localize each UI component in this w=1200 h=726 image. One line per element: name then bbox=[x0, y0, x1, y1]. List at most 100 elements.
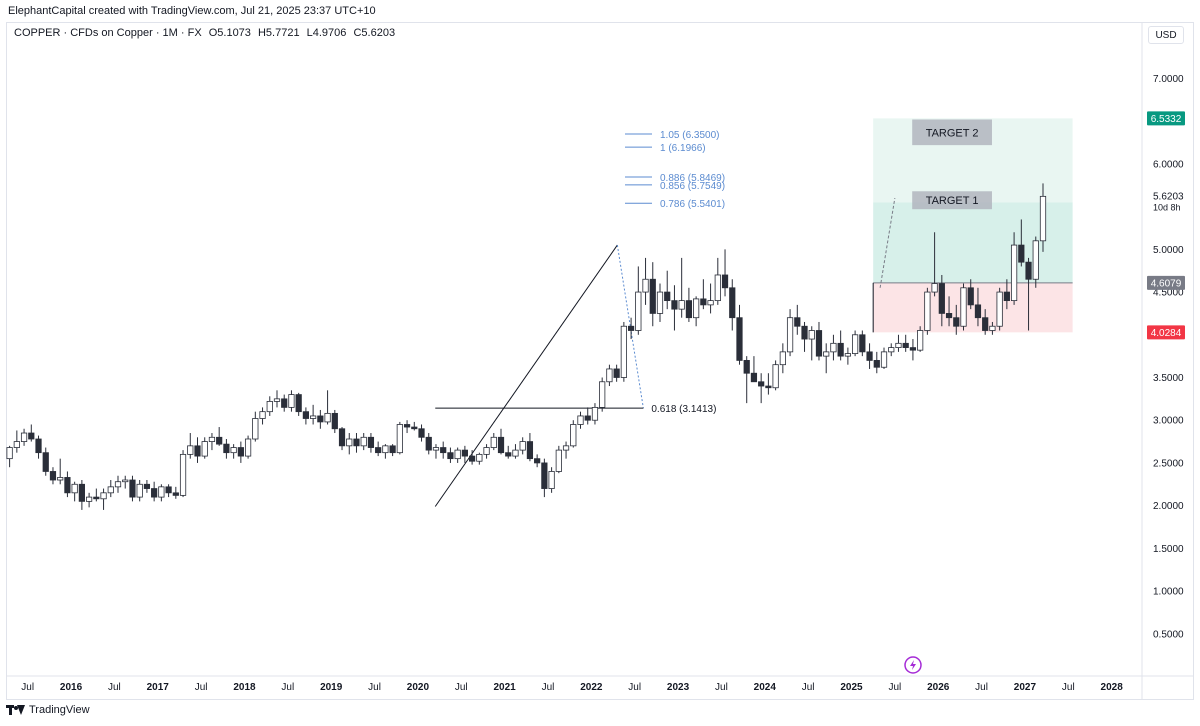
candle-body[interactable] bbox=[859, 334, 866, 353]
candle-body[interactable] bbox=[931, 283, 938, 293]
candle-body[interactable] bbox=[447, 452, 454, 460]
candle-body[interactable] bbox=[620, 325, 627, 378]
candle-body[interactable] bbox=[158, 486, 165, 498]
candle-body[interactable] bbox=[974, 304, 982, 319]
candle-body[interactable] bbox=[360, 436, 367, 447]
candle-body[interactable] bbox=[85, 496, 93, 502]
candle-body[interactable] bbox=[259, 411, 266, 419]
candle-body[interactable] bbox=[808, 330, 815, 340]
candle-body[interactable] bbox=[49, 471, 57, 481]
candle-body[interactable] bbox=[512, 449, 519, 457]
candle-body[interactable] bbox=[642, 278, 649, 293]
candle-body[interactable] bbox=[736, 317, 743, 361]
candle-body[interactable] bbox=[678, 300, 685, 310]
projection-leg[interactable] bbox=[879, 198, 896, 288]
candle-body[interactable] bbox=[302, 411, 310, 419]
candle-body[interactable] bbox=[468, 455, 476, 462]
candle-body[interactable] bbox=[114, 481, 122, 488]
candle-body[interactable] bbox=[324, 412, 331, 423]
candle-body[interactable] bbox=[194, 445, 201, 457]
candle-body[interactable] bbox=[281, 398, 288, 408]
candle-body[interactable] bbox=[252, 418, 259, 440]
candle-body[interactable] bbox=[375, 447, 382, 454]
candle-body[interactable] bbox=[317, 415, 324, 423]
candle-body[interactable] bbox=[6, 447, 13, 460]
retrace-leg[interactable] bbox=[616, 244, 644, 409]
candle-body[interactable] bbox=[743, 360, 750, 374]
candle-body[interactable] bbox=[216, 436, 223, 445]
candle-body[interactable] bbox=[519, 441, 526, 451]
candle-body[interactable] bbox=[136, 483, 143, 498]
candle-body[interactable] bbox=[989, 325, 996, 331]
candle-body[interactable] bbox=[693, 298, 700, 319]
candle-body[interactable] bbox=[57, 477, 64, 481]
candle-body[interactable] bbox=[526, 441, 534, 460]
candle-body[interactable] bbox=[721, 274, 729, 289]
candle-body[interactable] bbox=[671, 300, 678, 310]
candle-body[interactable] bbox=[13, 441, 20, 448]
candle-body[interactable] bbox=[555, 449, 562, 472]
candle-body[interactable] bbox=[353, 438, 360, 447]
candle-body[interactable] bbox=[201, 441, 208, 457]
candle-body[interactable] bbox=[656, 291, 664, 314]
candle-body[interactable] bbox=[837, 342, 844, 357]
candle-body[interactable] bbox=[866, 351, 873, 361]
candle-body[interactable] bbox=[143, 483, 151, 489]
candle-body[interactable] bbox=[490, 436, 497, 448]
candle-body[interactable] bbox=[476, 453, 483, 462]
candle-body[interactable] bbox=[786, 317, 794, 353]
candle-body[interactable] bbox=[873, 360, 880, 368]
candle-body[interactable] bbox=[389, 445, 396, 454]
candle-body[interactable] bbox=[562, 445, 570, 451]
candle-body[interactable] bbox=[801, 325, 808, 340]
candle-body[interactable] bbox=[331, 412, 338, 430]
candle-body[interactable] bbox=[64, 477, 71, 494]
candle-body[interactable] bbox=[700, 298, 707, 306]
candle-body[interactable] bbox=[35, 438, 42, 454]
candle-body[interactable] bbox=[772, 364, 779, 389]
target-label-box-2[interactable] bbox=[912, 191, 992, 210]
candle-body[interactable] bbox=[613, 368, 620, 378]
candle-body[interactable] bbox=[880, 351, 888, 368]
candle-body[interactable] bbox=[100, 492, 107, 500]
tradingview-brand[interactable]: TradingView bbox=[6, 704, 90, 716]
symbol-name[interactable]: COPPER · CFDs on Copper · 1M · FX bbox=[14, 27, 202, 39]
candle-body[interactable] bbox=[707, 300, 714, 306]
candle-body[interactable] bbox=[367, 436, 375, 448]
candle-body[interactable] bbox=[765, 385, 772, 389]
candle-body[interactable] bbox=[584, 415, 591, 421]
candle-body[interactable] bbox=[729, 287, 736, 319]
candle-body[interactable] bbox=[635, 291, 642, 331]
candle-body[interactable] bbox=[346, 438, 353, 447]
candle-body[interactable] bbox=[165, 486, 172, 494]
candle-body[interactable] bbox=[599, 381, 606, 408]
candle-body[interactable] bbox=[627, 325, 635, 331]
candle-body[interactable] bbox=[953, 317, 960, 327]
candle-body[interactable] bbox=[273, 398, 281, 402]
candle-body[interactable] bbox=[548, 471, 555, 489]
candle-body[interactable] bbox=[750, 372, 758, 383]
candle-body[interactable] bbox=[432, 447, 440, 451]
candle-body[interactable] bbox=[497, 436, 505, 454]
candle-body[interactable] bbox=[28, 432, 35, 440]
candle-body[interactable] bbox=[122, 479, 129, 483]
target-label-box-1[interactable] bbox=[912, 119, 992, 146]
candle-body[interactable] bbox=[1025, 261, 1032, 280]
candle-body[interactable] bbox=[917, 330, 924, 351]
candle-body[interactable] bbox=[649, 278, 656, 314]
candle-body[interactable] bbox=[483, 447, 490, 455]
candle-body[interactable] bbox=[396, 424, 403, 454]
candle-body[interactable] bbox=[945, 313, 953, 319]
candle-body[interactable] bbox=[714, 274, 721, 302]
candle-body[interactable] bbox=[310, 415, 317, 419]
candle-body[interactable] bbox=[1010, 244, 1018, 302]
candle-body[interactable] bbox=[403, 424, 411, 428]
candle-body[interactable] bbox=[967, 287, 974, 306]
candle-body[interactable] bbox=[288, 394, 295, 408]
trend-line[interactable] bbox=[434, 244, 618, 507]
candle-body[interactable] bbox=[244, 438, 252, 457]
candle-body[interactable] bbox=[187, 445, 194, 455]
candle-body[interactable] bbox=[960, 287, 967, 327]
candle-body[interactable] bbox=[844, 353, 851, 357]
candle-body[interactable] bbox=[570, 424, 577, 447]
